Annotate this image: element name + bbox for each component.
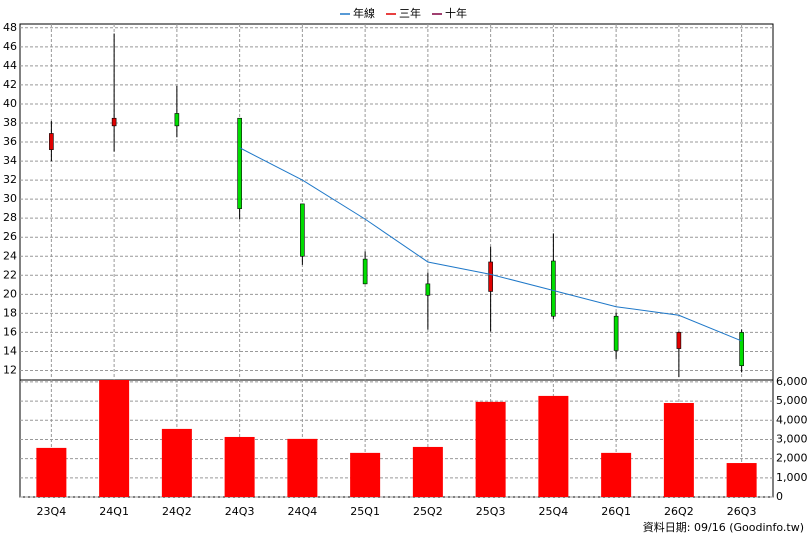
candle-body bbox=[362, 258, 368, 285]
y-tick-label: 12 bbox=[3, 363, 17, 376]
y-tick-label: 48 bbox=[3, 21, 17, 34]
volume-bar bbox=[36, 447, 67, 497]
volume-bar bbox=[663, 403, 694, 497]
candle-body bbox=[676, 332, 682, 349]
y-tick-label: 22 bbox=[3, 268, 17, 281]
y-tick-label: 14 bbox=[3, 344, 17, 357]
x-tick-label: 25Q2 bbox=[413, 505, 443, 518]
y-tick-label: 24 bbox=[3, 249, 17, 262]
legend-label: 年線 bbox=[353, 6, 375, 20]
volume-bar bbox=[287, 438, 318, 497]
volume-bar bbox=[350, 452, 381, 497]
legend-label: 十年 bbox=[445, 6, 467, 20]
x-tick-label: 25Q1 bbox=[350, 505, 380, 518]
volume-bar bbox=[224, 436, 255, 497]
x-tick-label: 24Q2 bbox=[162, 505, 192, 518]
y-tick-label: 36 bbox=[3, 135, 17, 148]
candle-body bbox=[237, 117, 242, 209]
y-tick-label: 40 bbox=[3, 97, 17, 110]
y-tick-label: 28 bbox=[3, 211, 17, 224]
y-tick-label: 30 bbox=[3, 192, 17, 205]
y-tick-label: 16 bbox=[3, 325, 17, 338]
y-tick-label: 6,000 bbox=[776, 375, 808, 388]
x-tick-label: 23Q4 bbox=[37, 505, 67, 518]
y-tick-label: 32 bbox=[3, 173, 17, 186]
x-tick-label: 26Q1 bbox=[601, 505, 631, 518]
volume-bar bbox=[538, 395, 569, 497]
y-tick-label: 34 bbox=[3, 154, 17, 167]
y-tick-label: 4,000 bbox=[776, 413, 808, 426]
candle-body bbox=[49, 133, 54, 150]
y-tick-label: 26 bbox=[3, 230, 17, 243]
volume-bar bbox=[412, 446, 443, 497]
candle-body bbox=[551, 260, 556, 317]
candle-body bbox=[488, 261, 493, 292]
y-tick-label: 42 bbox=[3, 78, 17, 91]
y-tick-label: 1,000 bbox=[776, 471, 808, 484]
y-tick-label: 38 bbox=[3, 116, 17, 129]
x-tick-label: 24Q3 bbox=[225, 505, 255, 518]
x-tick-label: 26Q3 bbox=[727, 505, 757, 518]
y-tick-label: 18 bbox=[3, 306, 17, 319]
plot-frame bbox=[19, 23, 774, 498]
candle-body bbox=[174, 113, 180, 127]
line-series bbox=[239, 147, 742, 342]
candle-body bbox=[739, 332, 744, 367]
candle-body bbox=[613, 315, 619, 351]
volume-bar bbox=[601, 452, 632, 497]
footnote: 資料日期: 09/16 (Goodinfo.tw) bbox=[643, 520, 804, 534]
volume-bar bbox=[475, 401, 506, 497]
y-tick-label: 20 bbox=[3, 287, 17, 300]
volume-bar bbox=[161, 428, 192, 497]
y-tick-label: 2,000 bbox=[776, 452, 808, 465]
x-tick-label: 24Q4 bbox=[288, 505, 318, 518]
x-tick-label: 26Q2 bbox=[664, 505, 694, 518]
candle-body bbox=[425, 283, 431, 296]
x-tick-label: 25Q3 bbox=[476, 505, 506, 518]
x-tick-label: 25Q4 bbox=[539, 505, 569, 518]
volume-bar bbox=[99, 380, 130, 497]
candle-body bbox=[300, 203, 305, 257]
legend-label: 三年 bbox=[399, 6, 421, 20]
y-tick-label: 5,000 bbox=[776, 394, 808, 407]
y-tick-label: 46 bbox=[3, 40, 17, 53]
x-tick-label: 24Q1 bbox=[99, 505, 129, 518]
y-tick-label: 3,000 bbox=[776, 432, 808, 445]
y-tick-label: 0 bbox=[776, 490, 783, 503]
volume-bar bbox=[726, 463, 757, 497]
candle-body bbox=[111, 117, 117, 127]
y-tick-label: 44 bbox=[3, 59, 17, 72]
